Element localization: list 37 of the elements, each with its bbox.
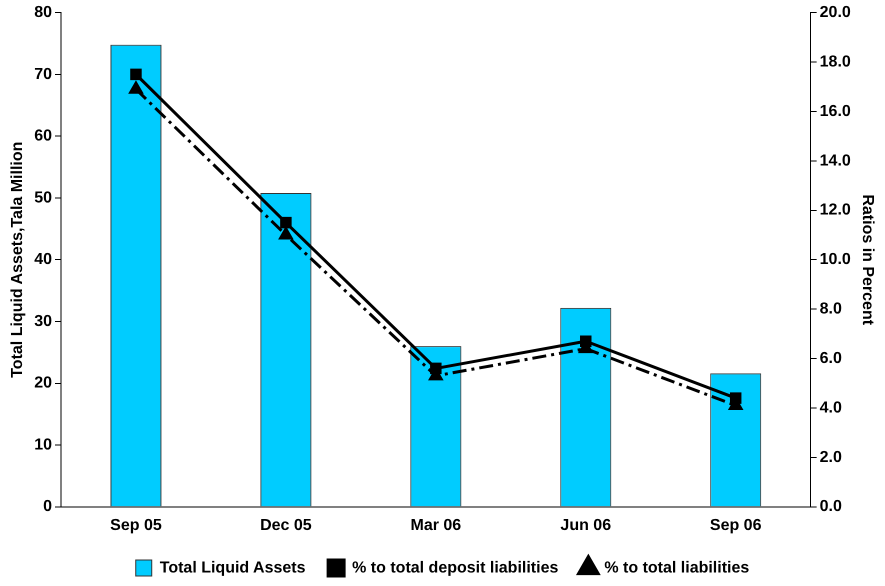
y-tick-label: 20 [34,374,52,392]
legend-label: % to total deposit liabilities [352,559,558,576]
y2-tick-label: 16.0 [820,102,851,120]
point [430,362,442,374]
y2-tick-label: 10.0 [820,251,851,268]
y-axis-title: Total Liquid Assets,Tala Million [9,142,26,378]
y2-tick-label: 0.0 [820,498,842,516]
y2-tick-label: 6.0 [820,350,842,367]
legend-label: Total Liquid Assets [160,559,306,576]
legend-label: % to total liabilities [604,559,750,576]
y-tick-label: 40 [34,251,52,268]
y-tick-label: 50 [34,189,52,206]
y-tick-label: 0 [43,498,52,516]
y-tick-label: 70 [34,66,52,83]
x-tick-label: Jun 06 [560,516,612,534]
x-tick-label: Sep 06 [710,516,762,534]
x-tick-label: Sep 05 [110,516,162,534]
y-tick-label: 60 [34,128,52,145]
x-tick-label: Mar 06 [410,516,462,534]
y-tick-label: 10 [34,436,52,454]
point [580,336,592,347]
point [279,227,293,240]
point [730,392,742,404]
point [129,82,143,94]
y2-tick-label: 14.0 [820,152,851,170]
y2-tick-label: 8.0 [820,300,842,318]
y2-tick-label: 18.0 [820,53,851,70]
y-tick-label: 30 [34,312,52,330]
y2-tick-label: 12.0 [820,202,851,219]
x-tick-label: Dec 05 [260,516,312,534]
point [280,216,292,228]
y2-tick-label: 2.0 [820,448,842,466]
y2-axis-title: Ratios in Percent [858,194,876,326]
y2-tick-label: 4.0 [820,399,842,416]
y-tick-label: 80 [34,4,52,22]
point [130,68,142,80]
y2-tick-label: 20.0 [820,4,851,22]
